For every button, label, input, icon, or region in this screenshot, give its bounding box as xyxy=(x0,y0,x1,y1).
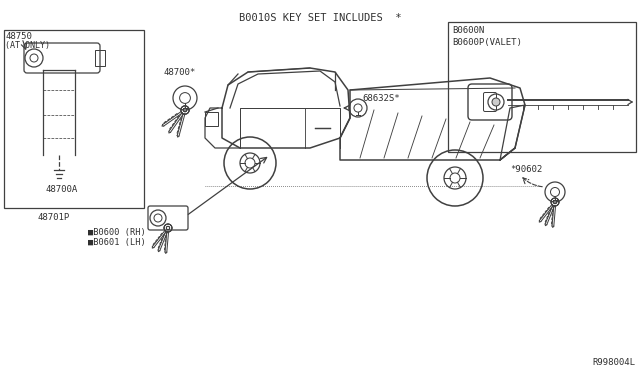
Text: B0010S KEY SET INCLUDES  *: B0010S KEY SET INCLUDES * xyxy=(239,13,401,23)
Text: ■B0600 (RH): ■B0600 (RH) xyxy=(88,228,146,237)
Text: R998004L: R998004L xyxy=(592,358,635,367)
Text: 48700A: 48700A xyxy=(45,185,77,194)
Text: B0600N: B0600N xyxy=(452,26,484,35)
Text: 48700*: 48700* xyxy=(163,68,195,77)
Text: 68632S*: 68632S* xyxy=(362,94,399,103)
Bar xyxy=(4,30,144,208)
Bar xyxy=(448,22,636,152)
Bar xyxy=(205,112,218,126)
Circle shape xyxy=(492,98,500,106)
Text: (AT ONLY): (AT ONLY) xyxy=(5,41,50,50)
Text: *90602: *90602 xyxy=(510,165,542,174)
Text: 48750: 48750 xyxy=(5,32,32,41)
Text: 48701P: 48701P xyxy=(38,213,70,222)
Text: B0600P(VALET): B0600P(VALET) xyxy=(452,38,522,47)
Text: ■B0601 (LH): ■B0601 (LH) xyxy=(88,238,146,247)
Bar xyxy=(95,50,105,66)
